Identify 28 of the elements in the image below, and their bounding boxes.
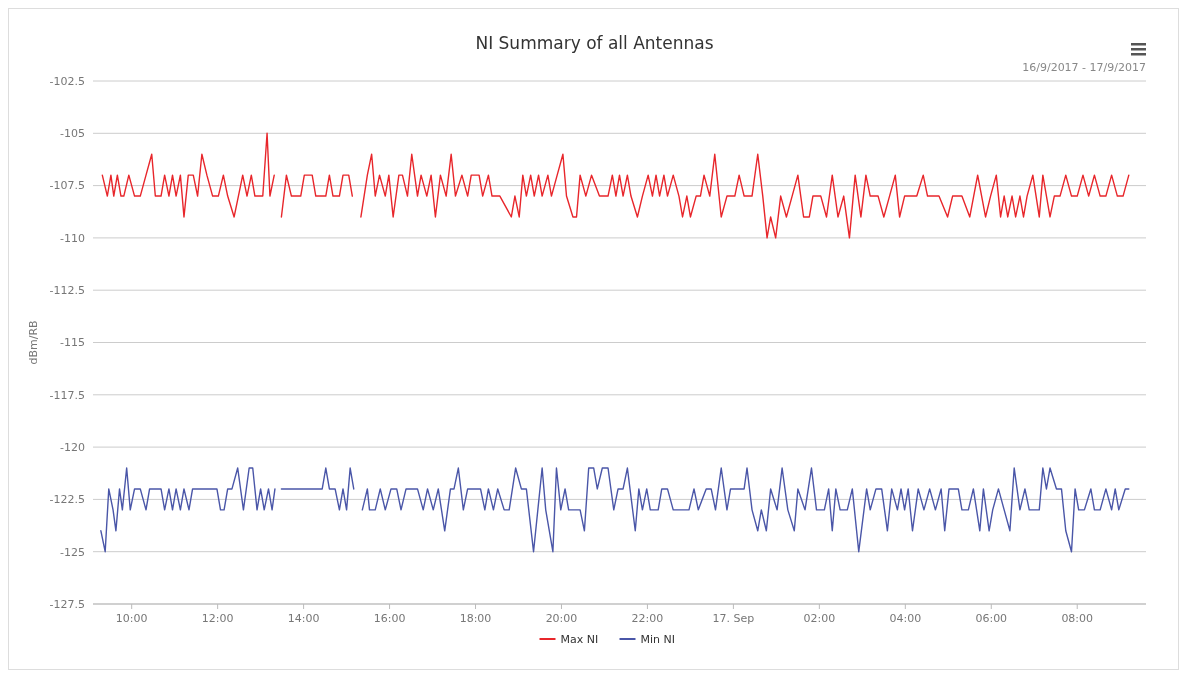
- x-tick-label: 18:00: [459, 612, 492, 625]
- x-tick-label: 16:00: [373, 612, 406, 625]
- y-tick-label: -105: [60, 127, 85, 141]
- y-tick-label: -127.5: [49, 597, 85, 611]
- y-tick-label: -110: [60, 231, 85, 245]
- y-tick-label: -120: [60, 440, 85, 454]
- y-tick-label: -107.5: [49, 179, 85, 193]
- x-tick-label: 17. Sep: [712, 612, 755, 625]
- legend-label: Max NI: [560, 632, 599, 646]
- y-tick-label: -122.5: [49, 493, 85, 507]
- x-tick-label: 06:00: [975, 612, 1008, 625]
- chart-title: NI Summary of all Antennas: [475, 33, 714, 53]
- y-tick-label: -102.5: [49, 74, 85, 88]
- chart-subtitle: 16/9/2017 - 17/9/2017: [1022, 61, 1146, 74]
- y-axis-title: dBm/RB: [27, 320, 40, 365]
- legend-label: Min NI: [640, 632, 675, 646]
- y-tick-label: -112.5: [49, 284, 85, 298]
- x-tick-label: 14:00: [287, 612, 320, 625]
- x-tick-label: 04:00: [889, 612, 922, 625]
- x-tick-label: 20:00: [545, 612, 578, 625]
- x-tick-label: 12:00: [201, 612, 234, 625]
- x-tick-label: 08:00: [1061, 612, 1094, 625]
- y-tick-label: -125: [60, 545, 85, 559]
- y-tick-label: -117.5: [49, 388, 85, 402]
- x-tick-label: 10:00: [115, 612, 148, 625]
- y-tick-label: -115: [60, 336, 85, 350]
- x-tick-label: 22:00: [631, 612, 664, 625]
- x-tick-label: 02:00: [803, 612, 836, 625]
